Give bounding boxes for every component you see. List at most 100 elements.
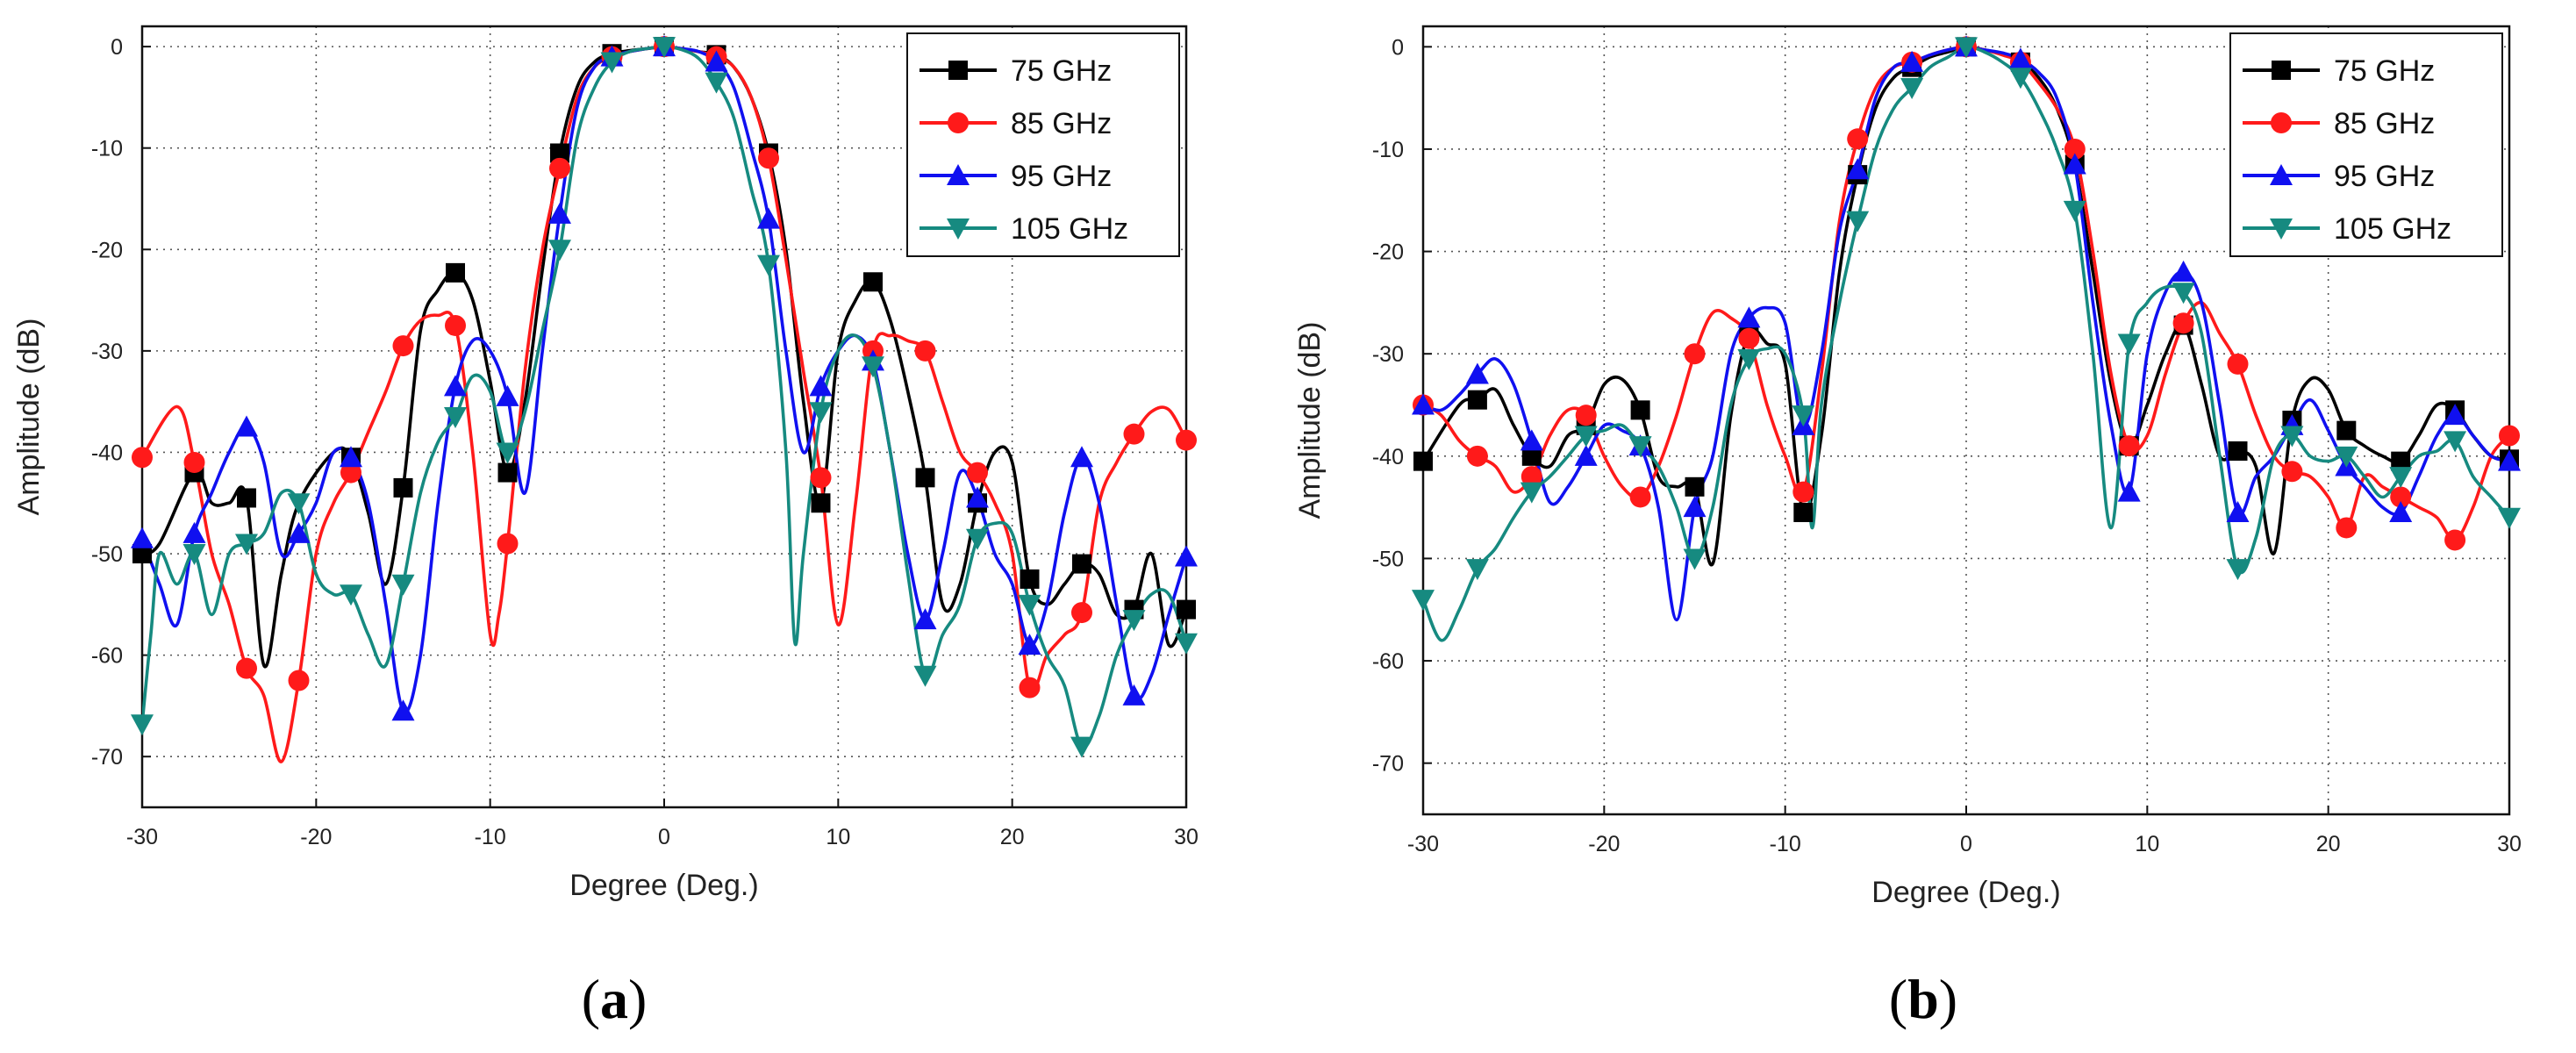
panel-paren: ( [1889,968,1907,1030]
series-line-105-ghz [142,45,1186,749]
data-point [1175,545,1198,567]
legend-entry-label: 105 GHz [1011,212,1128,246]
data-point [2226,500,2250,522]
panel-label-b: (b) [1889,968,1957,1030]
legend-entry-label: 75 GHz [1011,54,1112,88]
data-point [2280,426,2304,448]
data-point [1072,554,1091,574]
data-point [757,254,780,276]
data-point [340,462,361,484]
data-point [2064,138,2086,160]
data-point [444,375,467,397]
data-point [2227,353,2249,375]
data-point [183,452,205,474]
x-tick-label: -20 [1588,832,1620,856]
data-point [810,467,832,489]
data-point [182,544,206,566]
y-tick-label: -20 [1372,240,1404,265]
x-tick-label: 0 [658,825,670,849]
data-point [1574,444,1598,466]
x-tick-label: -10 [475,825,506,849]
data-point [1122,610,1146,632]
data-point [2336,517,2358,539]
panel-paren: ( [582,968,600,1030]
data-point [1955,37,1978,59]
legend-entry-label: 85 GHz [1011,107,1112,140]
data-point [1019,677,1041,698]
y-tick-label: -60 [1372,649,1404,674]
x-tick-label: 10 [2135,832,2159,856]
data-point [182,521,206,543]
data-point [237,488,256,508]
data-point [1521,466,1542,488]
data-point [496,384,519,406]
legend-marker [948,61,968,80]
y-tick-label: -10 [1372,138,1404,162]
data-point [1018,634,1041,655]
y-tick-label: -40 [1372,445,1404,469]
data-point [1070,736,1093,758]
data-point [966,486,989,508]
data-point [2444,404,2467,426]
data-point [340,584,362,606]
data-point [392,335,414,357]
data-point [1018,594,1041,616]
y-tick-label: -70 [1372,752,1404,777]
legend-marker [947,218,970,240]
data-point [1020,569,1040,589]
data-point [1737,306,1761,328]
data-point [1792,481,1814,503]
data-point [2117,480,2141,502]
data-point [1521,446,1542,466]
data-point [967,462,988,484]
y-tick-label: -60 [91,644,123,669]
data-point [1465,559,1489,581]
x-axis-label: Degree (Deg.) [1871,876,2060,909]
data-point [1176,429,1197,451]
legend-entry-label: 85 GHz [2334,107,2435,140]
data-point [913,665,937,687]
data-point [549,157,570,179]
data-point [131,526,154,548]
data-point [1900,50,1924,72]
y-axis-label: Amplitude (dB) [12,319,46,516]
data-point [2063,200,2086,222]
x-tick-label: 30 [2497,832,2522,856]
data-point [913,608,937,630]
data-point [1122,684,1146,706]
data-point [2444,529,2466,551]
data-point [1071,602,1092,624]
x-axis-label: Degree (Deg.) [569,869,758,902]
data-point [1738,327,1760,349]
data-point [1846,158,1870,180]
data-point [1177,599,1196,620]
y-tick-label: -40 [91,441,123,465]
y-tick-label: 0 [1392,35,1404,60]
y-tick-label: 0 [111,35,123,60]
x-tick-label: 20 [2316,832,2341,856]
y-tick-label: -20 [91,238,123,262]
data-point [548,240,571,261]
data-point [914,340,936,362]
data-point [1629,486,1651,508]
panel-label-a: (a) [582,968,648,1030]
y-axis-label: Amplitude (dB) [1293,322,1327,519]
data-point [2390,486,2412,508]
data-point [1413,451,1433,471]
data-point [497,533,519,555]
legend-marker [947,164,970,185]
data-point [235,534,258,555]
data-point [2117,333,2141,355]
legend-marker [2270,218,2293,240]
data-point [600,52,624,74]
data-point [1900,77,1924,99]
legend-entry-label: 75 GHz [2334,54,2435,88]
data-point [1685,476,1705,497]
data-point [391,699,415,721]
y-tick-label: -50 [1372,547,1404,571]
x-tick-label: -10 [1770,832,1801,856]
data-point [2498,449,2521,471]
panel-letter: b [1907,968,1939,1030]
data-point [862,356,884,378]
